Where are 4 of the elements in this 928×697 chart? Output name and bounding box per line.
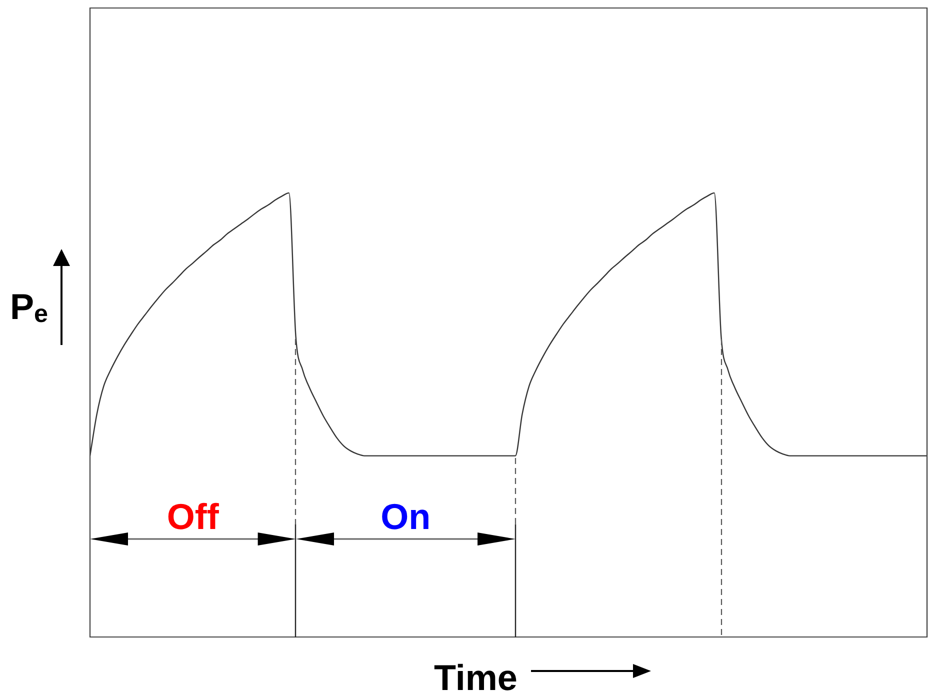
x-axis-title: Time xyxy=(434,657,518,697)
annotation: Off xyxy=(166,496,219,537)
y-axis-title: P$_{e}$ xyxy=(10,286,48,328)
annotation: On xyxy=(380,496,431,537)
